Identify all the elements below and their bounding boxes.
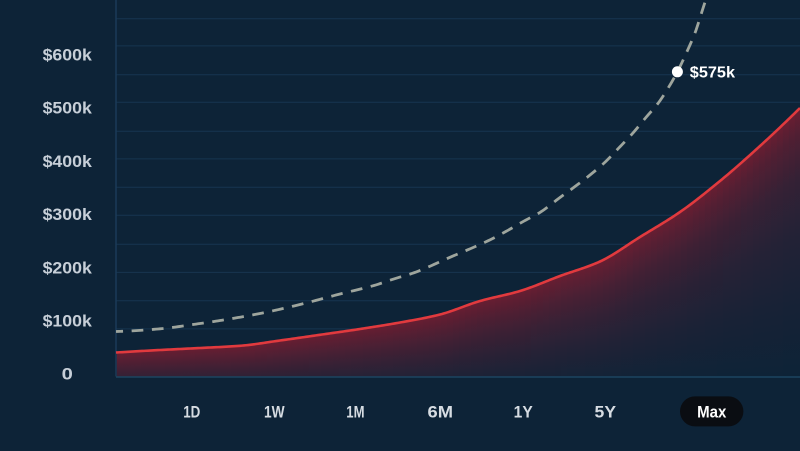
svg-text:Max: Max bbox=[697, 403, 727, 422]
svg-text:1M: 1M bbox=[346, 403, 364, 422]
svg-text:0: 0 bbox=[62, 366, 73, 384]
svg-text:1D: 1D bbox=[183, 403, 200, 422]
svg-text:6M: 6M bbox=[428, 403, 454, 422]
svg-text:$200k: $200k bbox=[43, 259, 93, 277]
svg-text:$300k: $300k bbox=[43, 206, 93, 224]
svg-text:$500k: $500k bbox=[43, 100, 93, 118]
svg-text:$400k: $400k bbox=[43, 153, 93, 171]
svg-text:$600k: $600k bbox=[43, 47, 93, 65]
svg-text:$575k: $575k bbox=[690, 64, 735, 81]
svg-text:$100k: $100k bbox=[43, 313, 93, 331]
svg-text:1Y: 1Y bbox=[514, 403, 533, 422]
svg-text:5Y: 5Y bbox=[595, 403, 617, 422]
svg-text:1W: 1W bbox=[264, 403, 285, 422]
